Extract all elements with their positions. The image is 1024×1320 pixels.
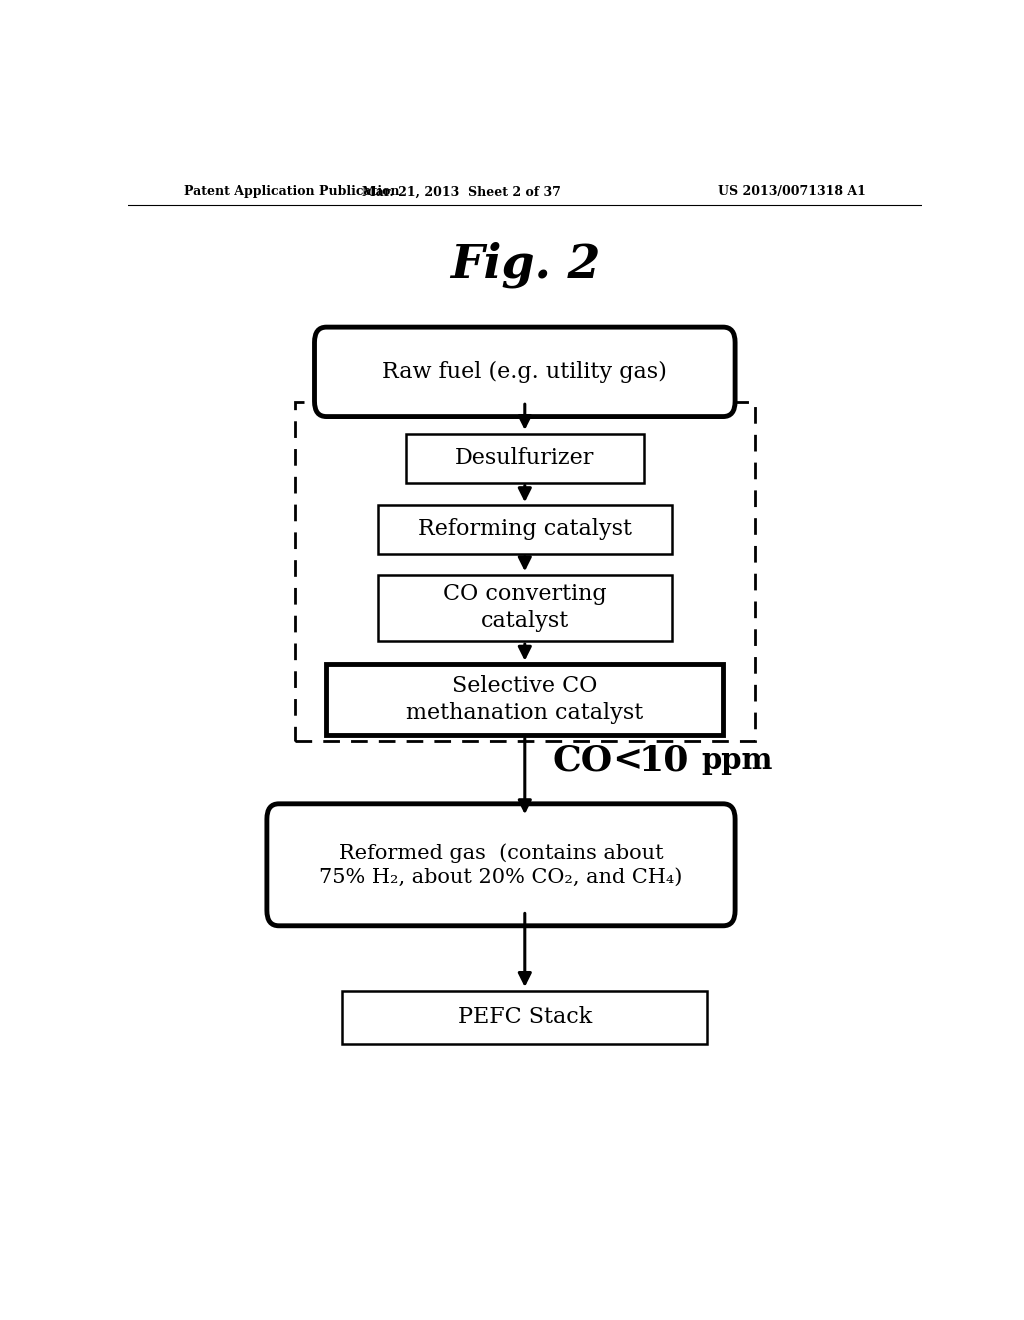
Text: PEFC Stack: PEFC Stack [458,1006,592,1028]
FancyBboxPatch shape [314,327,735,417]
FancyBboxPatch shape [406,434,644,483]
FancyBboxPatch shape [378,574,672,640]
Text: Selective CO
methanation catalyst: Selective CO methanation catalyst [407,675,643,723]
Text: Raw fuel (e.g. utility gas): Raw fuel (e.g. utility gas) [382,360,668,383]
FancyBboxPatch shape [342,991,708,1044]
Text: ppm: ppm [701,746,773,775]
Text: Patent Application Publication: Patent Application Publication [183,185,399,198]
Text: Desulfurizer: Desulfurizer [455,447,595,469]
FancyBboxPatch shape [378,506,672,554]
Text: Reforming catalyst: Reforming catalyst [418,519,632,540]
Text: <: < [612,743,642,777]
Text: US 2013/0071318 A1: US 2013/0071318 A1 [718,185,866,198]
FancyBboxPatch shape [267,804,735,925]
Text: Fig. 2: Fig. 2 [450,242,600,288]
Text: Reformed gas  (contains about
75% H₂, about 20% CO₂, and CH₄): Reformed gas (contains about 75% H₂, abo… [319,843,683,887]
Text: 10: 10 [638,743,689,777]
Text: Mar. 21, 2013  Sheet 2 of 37: Mar. 21, 2013 Sheet 2 of 37 [361,185,561,198]
Text: CO: CO [553,743,612,777]
FancyBboxPatch shape [327,664,723,735]
Text: CO converting
catalyst: CO converting catalyst [443,583,606,632]
Bar [295,403,755,741]
